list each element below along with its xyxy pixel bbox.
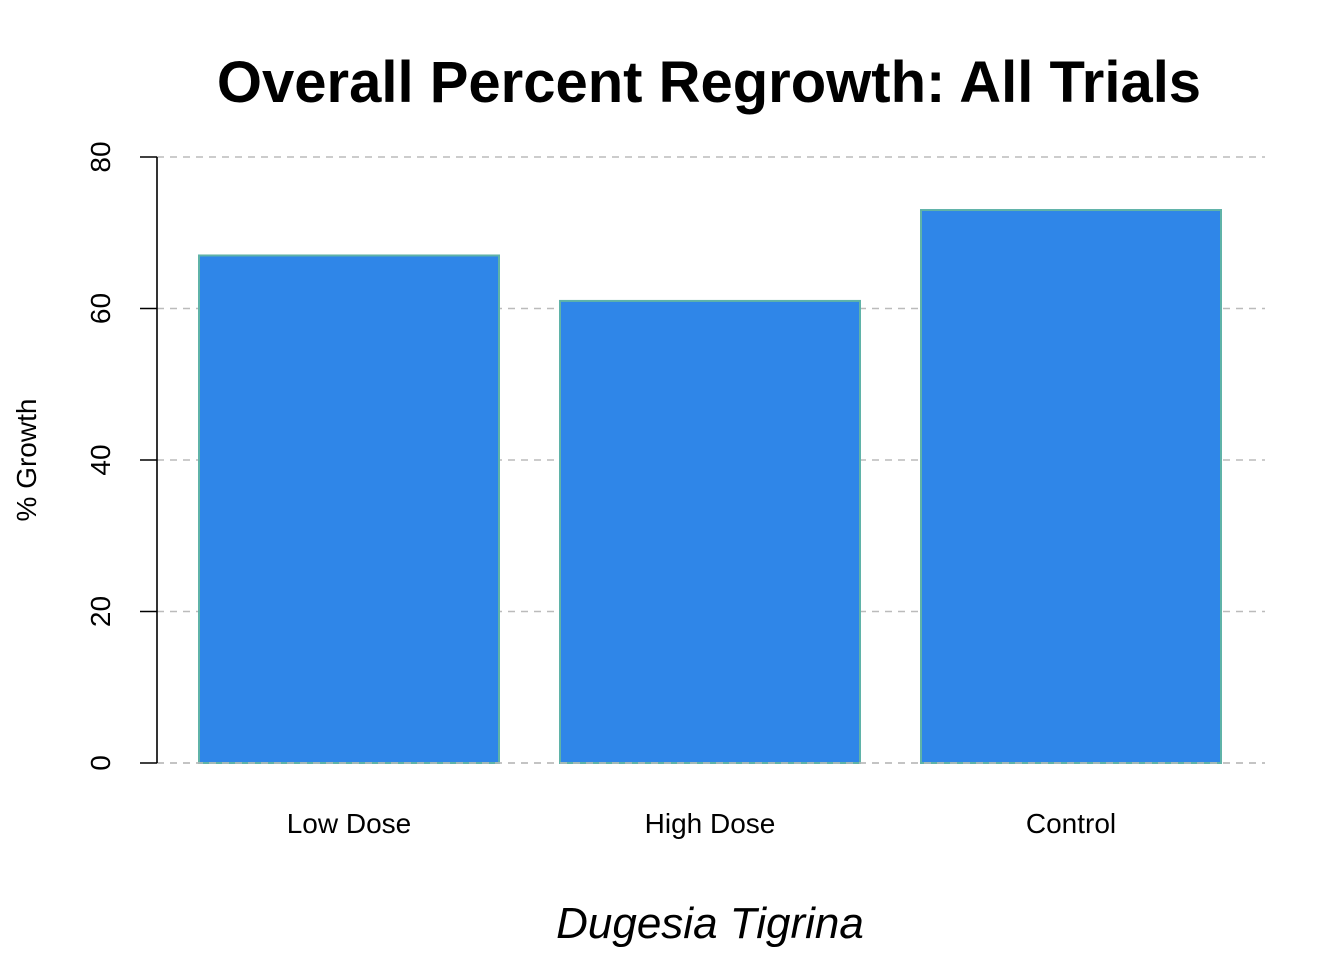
y-tick-label-0: 0	[85, 755, 116, 771]
bar-0	[198, 254, 500, 764]
bars	[157, 209, 1265, 764]
y-axis: 0 20 40 60 80	[85, 141, 158, 771]
chart-title: Overall Percent Regrowth: All Trials	[217, 50, 1201, 115]
x-axis-label: Dugesia Tigrina	[556, 899, 864, 948]
x-tick-label-2: Control	[1026, 808, 1116, 839]
y-tick-label-4: 80	[85, 141, 116, 172]
x-tick-labels: Low Dose High Dose Control	[287, 808, 1116, 839]
y-tick-label-3: 60	[85, 293, 116, 324]
y-tick-label-2: 40	[85, 444, 116, 475]
y-axis-label: % Growth	[11, 399, 42, 522]
bar-1	[559, 299, 861, 764]
y-tick-label-1: 20	[85, 596, 116, 627]
x-tick-label-1: High Dose	[645, 808, 776, 839]
x-tick-label-0: Low Dose	[287, 808, 412, 839]
bar-2	[920, 209, 1222, 764]
